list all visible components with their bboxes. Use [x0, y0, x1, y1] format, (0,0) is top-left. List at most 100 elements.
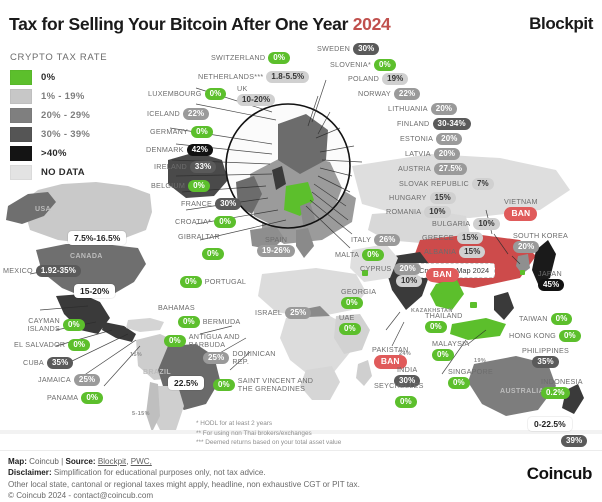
footer-disclaimer-text-2: Other local state, cantonal or regional …	[8, 479, 360, 489]
label-value-slovakia: 7%	[471, 178, 494, 190]
callout-vietnam: VIETNAM BAN	[504, 197, 538, 221]
map-name-brazil: BRAZIL	[143, 369, 172, 376]
label-value-jamaica: 25%	[73, 374, 101, 386]
legend-label-3: 30% - 39%	[41, 129, 91, 140]
label-value-sweden: 30%	[353, 43, 380, 55]
label-value-cyprus: 20%	[394, 263, 421, 275]
label-name-stvincent: SAINT VINCENT AND THE GRENADINES	[237, 376, 314, 394]
label-value-cuba: 35%	[46, 357, 74, 369]
label-value-elsalvador: 0%	[68, 339, 91, 351]
label-value-finland: 30-34%	[432, 118, 471, 130]
label-value-bulgaria: 10%	[473, 218, 500, 230]
footer-source-blockpit[interactable]: Blockpit	[97, 457, 127, 466]
callout-spain: SPAIN 19-26%	[257, 235, 296, 258]
label-value-iceland: 22%	[182, 108, 210, 120]
page-title: Tax for Selling Your Bitcoin After One Y…	[9, 14, 391, 35]
callout-estonia: ESTONIA 20%	[400, 133, 463, 145]
label-name-uae: UAE	[339, 313, 355, 322]
label-name-dominican: DOMINICAN REP.	[232, 349, 276, 367]
label-value-hongkong: 0%	[558, 330, 581, 342]
callout-elsalvador: EL SALVADOR 0%	[14, 339, 91, 351]
legend-item-2: 20% - 29%	[10, 106, 160, 125]
landmass-philippines	[494, 292, 514, 320]
label-name-hongkong: HONG KONG	[509, 330, 556, 340]
callout-gibraltar: GIBRALTAR	[178, 232, 220, 241]
footnote-2: *** Deemed returns based on your total a…	[196, 439, 342, 447]
label-name-iceland: ICELAND	[147, 108, 180, 118]
label-name-elsalvador: EL SALVADOR	[14, 339, 66, 349]
label-name-taiwan: TAIWAN	[519, 313, 548, 323]
label-name-austria: AUSTRIA	[398, 163, 431, 173]
callout-denmark: DENMARK 42%	[146, 144, 214, 156]
callout-hungary: HUNGARY 15%	[389, 192, 456, 204]
label-value-netherlands: 1.8-5.5%	[266, 71, 310, 83]
callout-taiwan: TAIWAN 0%	[519, 313, 573, 325]
landmass-indonesia	[450, 318, 506, 340]
callout-philippines: PHILIPPINES 35%	[522, 346, 570, 369]
label-value-philippines: 35%	[532, 356, 559, 369]
label-name-indonesia: INDONESIA	[541, 377, 583, 386]
coincub-logo: Coincub	[526, 464, 593, 483]
legend-item-0: 0%	[10, 68, 160, 87]
map-name-canada: CANADA	[70, 253, 103, 260]
leader-lines	[29, 79, 521, 387]
footer-separator: |	[61, 457, 64, 466]
callout-cyprus: CYPRUS 20%	[360, 263, 421, 275]
label-value-israel: 25%	[285, 307, 312, 319]
landmass-canada	[22, 182, 152, 244]
label-value-bahamas: 0%	[178, 316, 200, 328]
map-name-usa-alaska: USA	[35, 206, 51, 213]
callout-norway: NORWAY 22%	[358, 88, 421, 100]
label-name-slovenia: SLOVENIA*	[330, 59, 371, 69]
footer-source-pwc[interactable]: PWC,	[130, 457, 152, 466]
landmass-northafrica	[258, 268, 366, 318]
landmass-southafrica	[300, 366, 340, 400]
callout-uae: UAE 0%	[339, 313, 361, 336]
label-value-malta: 0%	[362, 249, 384, 261]
callout-gibraltar-value: 0%	[202, 248, 224, 260]
label-name-jamaica: JAMAICA	[38, 374, 71, 384]
label-value-uae: 0%	[339, 323, 361, 336]
footer-disclaimer-line: Disclaimer: Simplification for education…	[8, 467, 594, 478]
label-name-romania: ROMANIA	[386, 206, 422, 216]
label-name-panama: PANAMA	[47, 392, 79, 402]
footnotes: * HODL for at least 2 years ** For using…	[196, 419, 341, 448]
label-name-germany: GERMANY	[150, 126, 189, 136]
landmass-madagascar	[356, 360, 372, 386]
label-name-spain: SPAIN	[264, 235, 288, 244]
label-name-southkorea: SOUTH KOREA	[513, 231, 569, 240]
footer-source-label: Source:	[65, 457, 96, 466]
landmass-usa	[36, 244, 146, 298]
label-value-lithuania: 20%	[430, 103, 458, 115]
label-name-belgium: BELGIUM	[151, 180, 186, 190]
label-name-malta: MALTA	[335, 249, 360, 259]
label-name-greece: GREECE	[422, 232, 454, 242]
legend-item-3: 30% - 39%	[10, 125, 160, 144]
label-name-cyprus: CYPRUS	[360, 263, 392, 273]
footnote-1: ** For using non Thai brokers/exchanges	[196, 429, 312, 437]
landmass-alaska	[6, 192, 56, 224]
callout-brazil-value: 22.5%	[168, 376, 205, 390]
landmass-russia	[352, 154, 570, 218]
label-value-greece: 15%	[456, 232, 484, 244]
callout-lithuania: LITHUANIA 20%	[388, 103, 458, 115]
footer-map-value: Coincub	[29, 457, 59, 466]
label-name-sweden: SWEDEN	[317, 43, 351, 53]
label-name-philippines: PHILIPPINES	[522, 346, 570, 355]
label-value-vietnam: BAN	[504, 207, 538, 221]
legend-swatch-5	[10, 165, 32, 180]
label-value-uk: 10-20%	[237, 94, 276, 107]
callout-usa-value: 15-20%	[74, 284, 116, 298]
label-name-seychelles: SEYCHELLES	[374, 381, 424, 390]
label-name-bermuda: BERMUDA	[202, 316, 241, 326]
legend-item-1: 1% - 19%	[10, 87, 160, 106]
label-value-cayman: 0%	[63, 319, 85, 332]
callout-germany: GERMANY 0%	[150, 126, 213, 138]
label-name-denmark: DENMARK	[146, 144, 184, 154]
label-value-indonesia: 0.2%	[541, 387, 570, 400]
label-name-france: FRANCE	[181, 198, 213, 208]
footer-divider	[0, 450, 602, 451]
map-value-nigeria: 24%	[399, 351, 412, 357]
callout-iceland: ICELAND 22%	[147, 108, 210, 120]
label-value-romania: 10%	[424, 206, 451, 218]
